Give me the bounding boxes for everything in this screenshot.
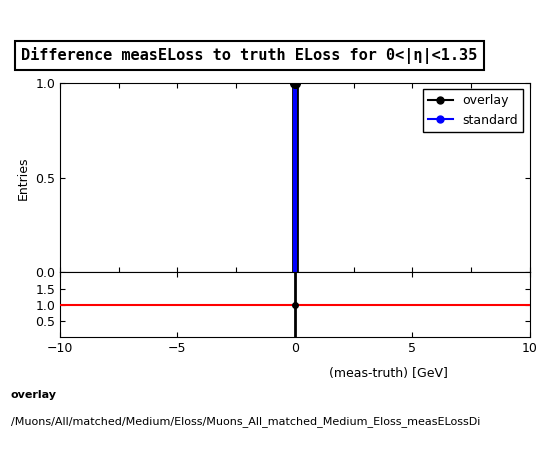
Legend: overlay, standard: overlay, standard xyxy=(423,90,524,132)
Text: Difference measELoss to truth ELoss for 0<|η|<1.35: Difference measELoss to truth ELoss for … xyxy=(21,47,478,64)
Text: /Muons/All/matched/Medium/Eloss/Muons_All_matched_Medium_Eloss_measELossDi: /Muons/All/matched/Medium/Eloss/Muons_Al… xyxy=(11,416,480,427)
Text: (meas-truth) [GeV]: (meas-truth) [GeV] xyxy=(329,367,448,380)
Text: overlay: overlay xyxy=(11,390,57,401)
Y-axis label: Entries: Entries xyxy=(16,156,29,200)
